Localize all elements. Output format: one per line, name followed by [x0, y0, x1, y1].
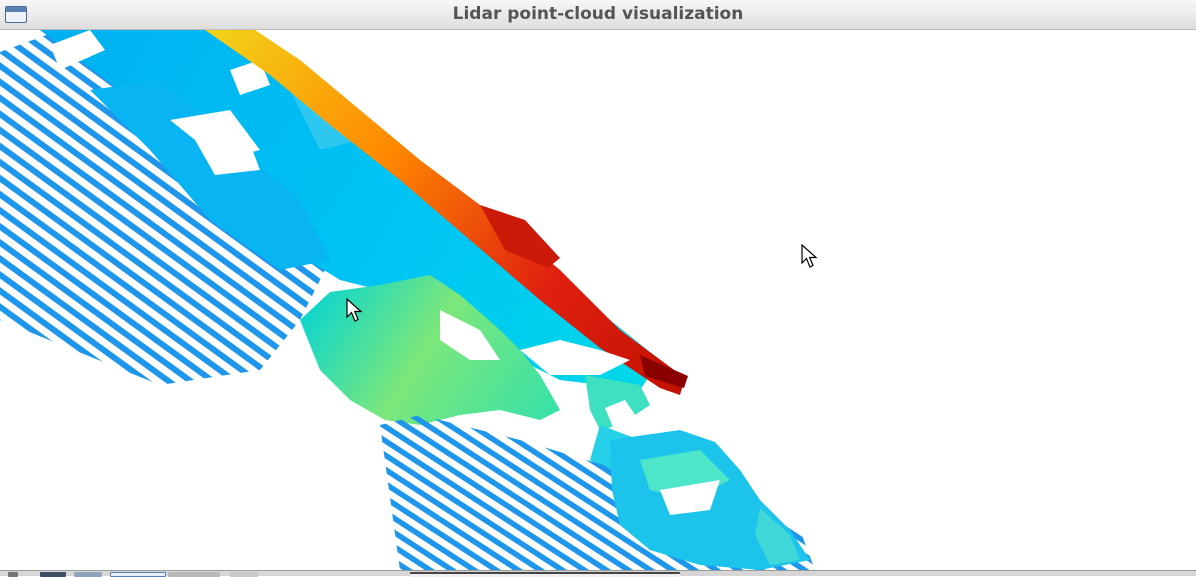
window-title: Lidar point-cloud visualization: [452, 4, 744, 24]
wall-points: [205, 30, 688, 395]
arrow-cursor-icon: [346, 298, 363, 322]
window-icon-bar: [6, 7, 26, 12]
road-surface: [40, 30, 660, 390]
window-list-tab[interactable]: [410, 572, 680, 577]
taskbar: [0, 570, 1196, 577]
title-bar[interactable]: Lidar point-cloud visualization: [0, 0, 1196, 30]
window-tab[interactable]: [230, 572, 258, 577]
terminal-icon[interactable]: [40, 572, 66, 577]
window-icon[interactable]: [5, 6, 27, 23]
near-object-points: [610, 430, 810, 570]
ground-scan-lines-left: [0, 30, 330, 385]
app-menu-icon[interactable]: [8, 572, 18, 577]
point-cloud-viewport[interactable]: [0, 30, 1196, 570]
active-window-tab[interactable]: [110, 572, 166, 577]
point-cloud-canvas: [0, 30, 815, 570]
arrow-cursor-icon: [801, 244, 818, 268]
window-tab[interactable]: [168, 572, 220, 577]
desktop-icon[interactable]: [74, 572, 102, 577]
